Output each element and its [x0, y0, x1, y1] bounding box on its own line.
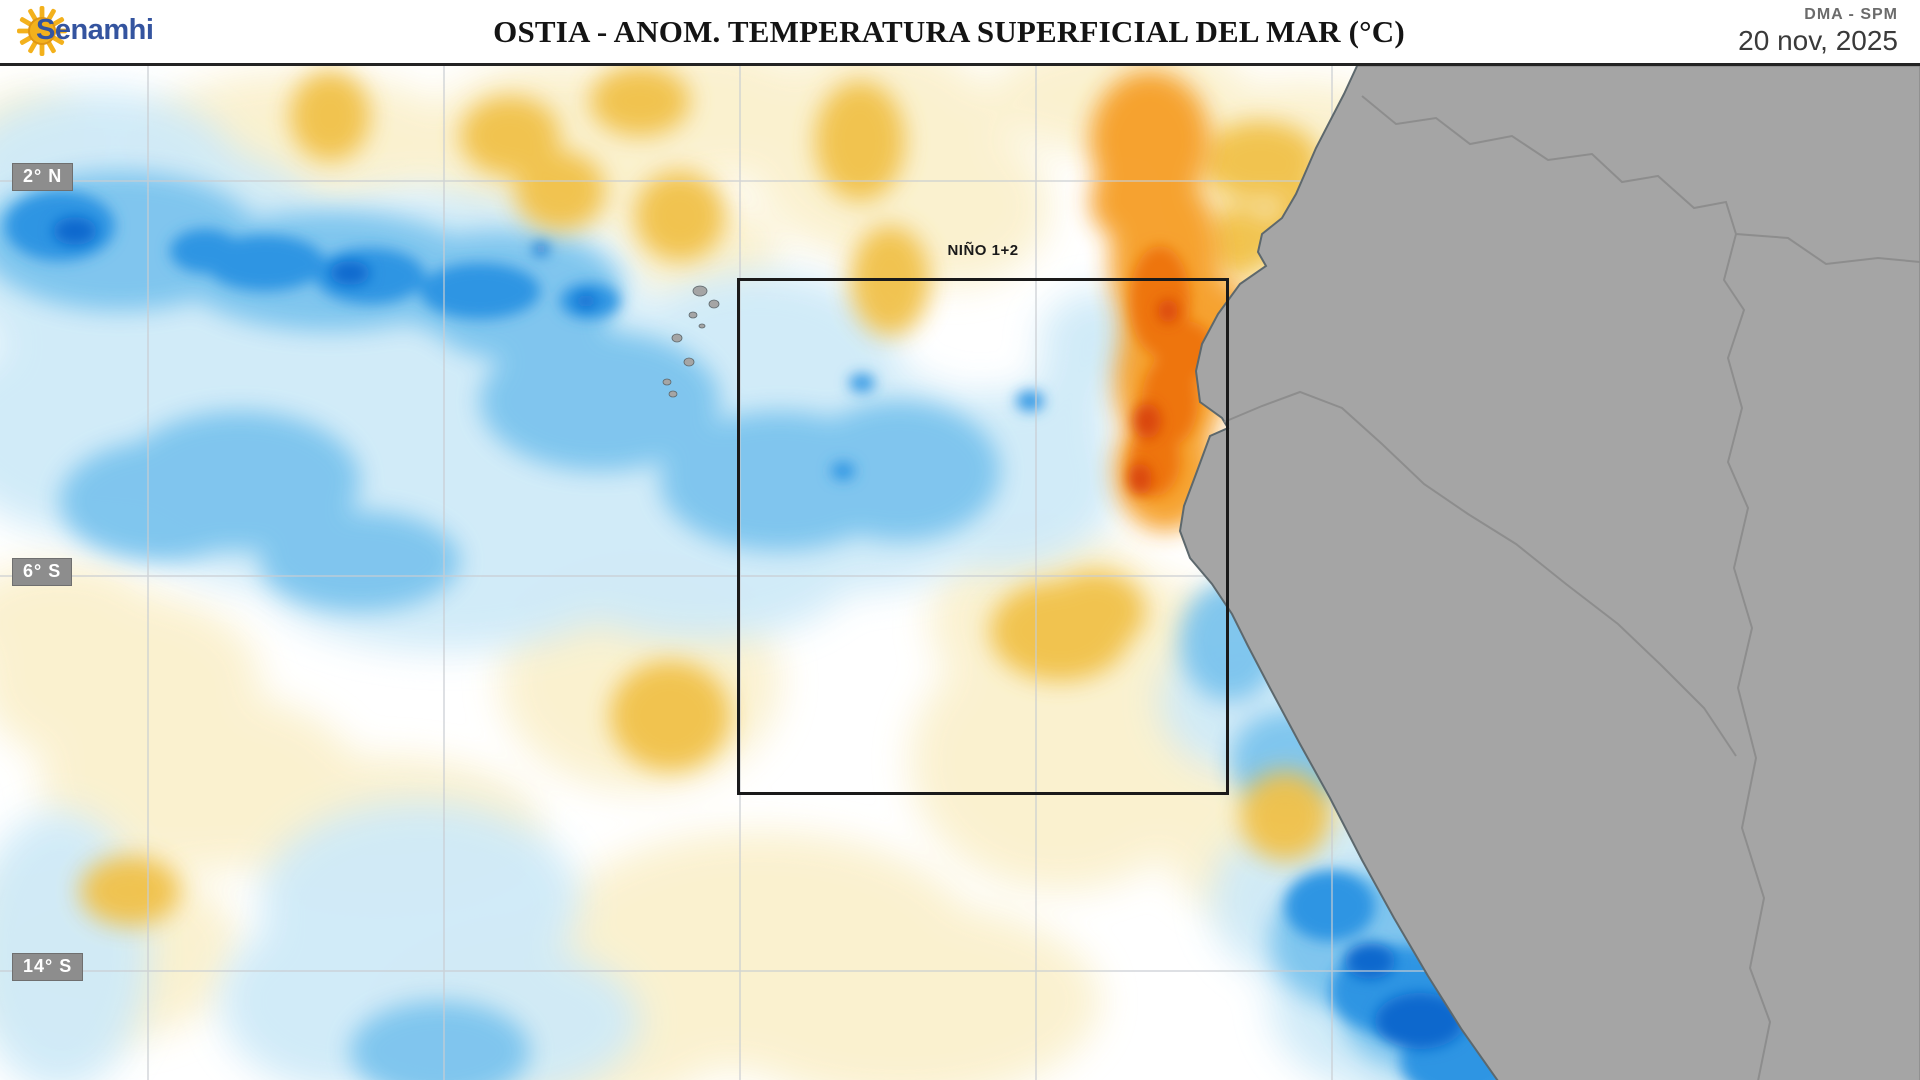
anomaly-field: [0, 66, 1920, 1080]
cold-deep-spots: [53, 217, 1465, 1049]
latitude-badge-14s: 14° S: [12, 953, 84, 981]
org-label: DMA - SPM: [1804, 6, 1898, 24]
coastline: [1178, 66, 1499, 1080]
country-borders: [1223, 95, 1920, 1080]
nino12-region-box: [737, 278, 1229, 795]
sst-anomaly-map: 2° N 6° S 14° S NIÑO 1+2: [0, 66, 1920, 1080]
latitude-badge-6s: 6° S: [12, 558, 73, 586]
warm-dark-orange-cores: [1130, 246, 1215, 496]
header: Senamhi OSTIA - ANOM. TEMPERATURA SUPERF…: [0, 0, 1920, 66]
galapagos-islands: [662, 285, 720, 398]
header-meta: DMA - SPM 20 nov, 2025: [1568, 6, 1920, 57]
map-title: OSTIA - ANOM. TEMPERATURA SUPERFICIAL DE…: [493, 13, 1405, 49]
nino12-region-label: NIÑO 1+2: [947, 242, 1019, 259]
senamhi-logo: Senamhi: [0, 0, 330, 63]
logo-text: Senamhi: [36, 14, 154, 46]
date-label: 20 nov, 2025: [1738, 24, 1898, 56]
latitude-badge-2n: 2° N: [12, 163, 74, 191]
warm-red-spots: [1128, 299, 1178, 495]
sun-icon: [17, 6, 67, 56]
